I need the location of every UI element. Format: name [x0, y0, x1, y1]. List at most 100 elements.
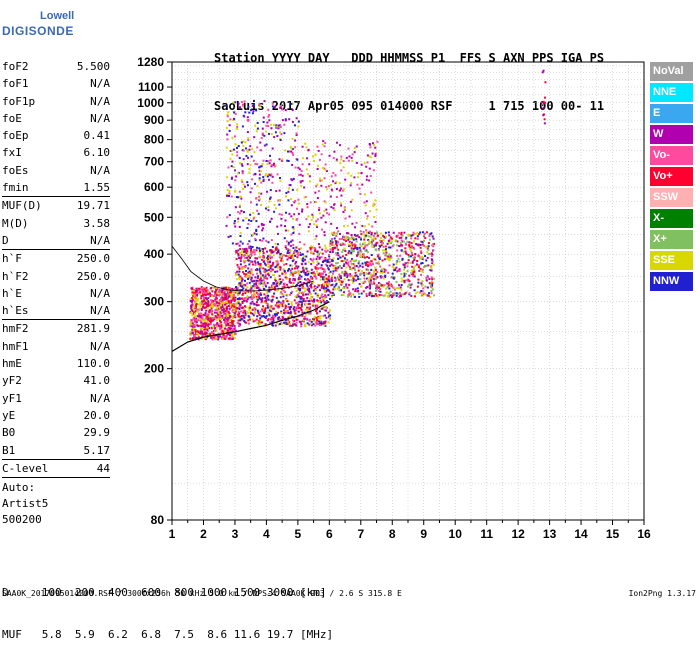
echo-point — [256, 298, 259, 301]
echo-point — [242, 114, 245, 117]
echo-point — [409, 262, 412, 265]
echo-point — [191, 338, 194, 341]
echo-point — [355, 274, 358, 277]
echo-point — [278, 274, 281, 277]
echo-point — [231, 319, 234, 322]
echo-point — [227, 290, 230, 293]
echo-point — [431, 286, 434, 289]
echo-point — [262, 285, 265, 288]
echo-point — [202, 295, 205, 298]
echo-point — [324, 309, 327, 312]
echo-point — [397, 257, 400, 260]
echo-point — [203, 333, 206, 336]
echo-point — [300, 300, 303, 303]
echo-point — [308, 291, 311, 294]
echo-point — [267, 132, 270, 135]
echo-point — [385, 248, 388, 251]
echo-point — [191, 337, 194, 340]
echo-point — [429, 296, 432, 299]
echo-point — [317, 316, 320, 319]
echo-point — [420, 262, 423, 265]
echo-point — [341, 272, 344, 275]
param-key: MUF(D) — [2, 199, 42, 213]
echo-point — [324, 142, 327, 145]
echo-point — [257, 192, 260, 195]
echo-point — [301, 208, 304, 211]
echo-point — [239, 317, 242, 320]
echo-point — [283, 263, 286, 266]
echo-point — [350, 241, 353, 244]
echo-point — [411, 265, 414, 268]
echo-point — [382, 285, 385, 288]
echo-point — [223, 301, 226, 304]
echo-point — [350, 174, 353, 177]
echo-point — [400, 233, 403, 236]
echo-point — [275, 296, 278, 299]
echo-point — [298, 320, 301, 323]
echo-point — [280, 288, 283, 291]
echo-point — [285, 298, 288, 301]
echo-point — [341, 189, 344, 192]
echo-point — [356, 246, 359, 249]
echo-point — [269, 257, 272, 260]
echo-point — [412, 240, 415, 243]
echo-point — [248, 246, 251, 249]
echo-point — [308, 300, 311, 303]
echo-point — [287, 187, 290, 190]
echo-point — [277, 318, 280, 321]
echo-point — [280, 252, 283, 255]
echo-point — [418, 255, 421, 258]
echo-point — [189, 325, 192, 328]
echo-point — [301, 163, 304, 166]
auto-scaling-info: Auto: Artist5 500200 — [2, 480, 48, 528]
echo-point — [374, 154, 377, 157]
echo-point — [298, 306, 301, 309]
echo-point — [242, 144, 245, 147]
echo-point — [222, 293, 225, 296]
echo-point — [335, 242, 338, 245]
echo-point — [367, 272, 370, 275]
echo-point — [279, 304, 282, 307]
echo-point — [204, 296, 207, 299]
echo-point — [246, 150, 249, 153]
echo-point — [367, 231, 370, 234]
echo-point — [400, 273, 403, 276]
echo-point — [386, 295, 389, 298]
echo-point — [255, 109, 258, 112]
param-value: N/A — [90, 304, 110, 318]
echo-point — [300, 184, 303, 187]
echo-point — [276, 134, 279, 137]
param-key: B0 — [2, 426, 16, 440]
echo-point — [330, 222, 333, 225]
echo-point — [345, 156, 348, 159]
echo-point — [190, 304, 193, 307]
echo-point — [296, 301, 299, 304]
echo-point — [324, 221, 327, 224]
echo-point — [194, 336, 197, 339]
echo-point — [236, 291, 239, 294]
echo-point — [544, 101, 547, 104]
echo-point — [312, 271, 315, 274]
echo-point — [366, 277, 369, 280]
echo-point — [200, 324, 203, 327]
echo-point — [261, 321, 264, 324]
echo-point — [237, 302, 240, 305]
echo-point — [206, 318, 209, 321]
echo-point — [250, 251, 253, 254]
echo-point — [334, 265, 337, 268]
echo-point — [195, 303, 198, 306]
echo-point — [331, 276, 334, 279]
echo-point — [256, 184, 259, 187]
echo-point — [385, 269, 388, 272]
echo-point — [329, 264, 332, 267]
param-row: hmE 110.0 — [2, 355, 110, 372]
echo-point — [221, 314, 224, 317]
echo-point — [250, 268, 253, 271]
echo-point — [373, 237, 376, 240]
echo-point — [255, 318, 258, 321]
echo-point — [278, 203, 281, 206]
echo-point — [326, 212, 329, 215]
echo-point — [404, 247, 407, 250]
echo-point — [257, 261, 260, 264]
echo-point — [240, 285, 243, 288]
